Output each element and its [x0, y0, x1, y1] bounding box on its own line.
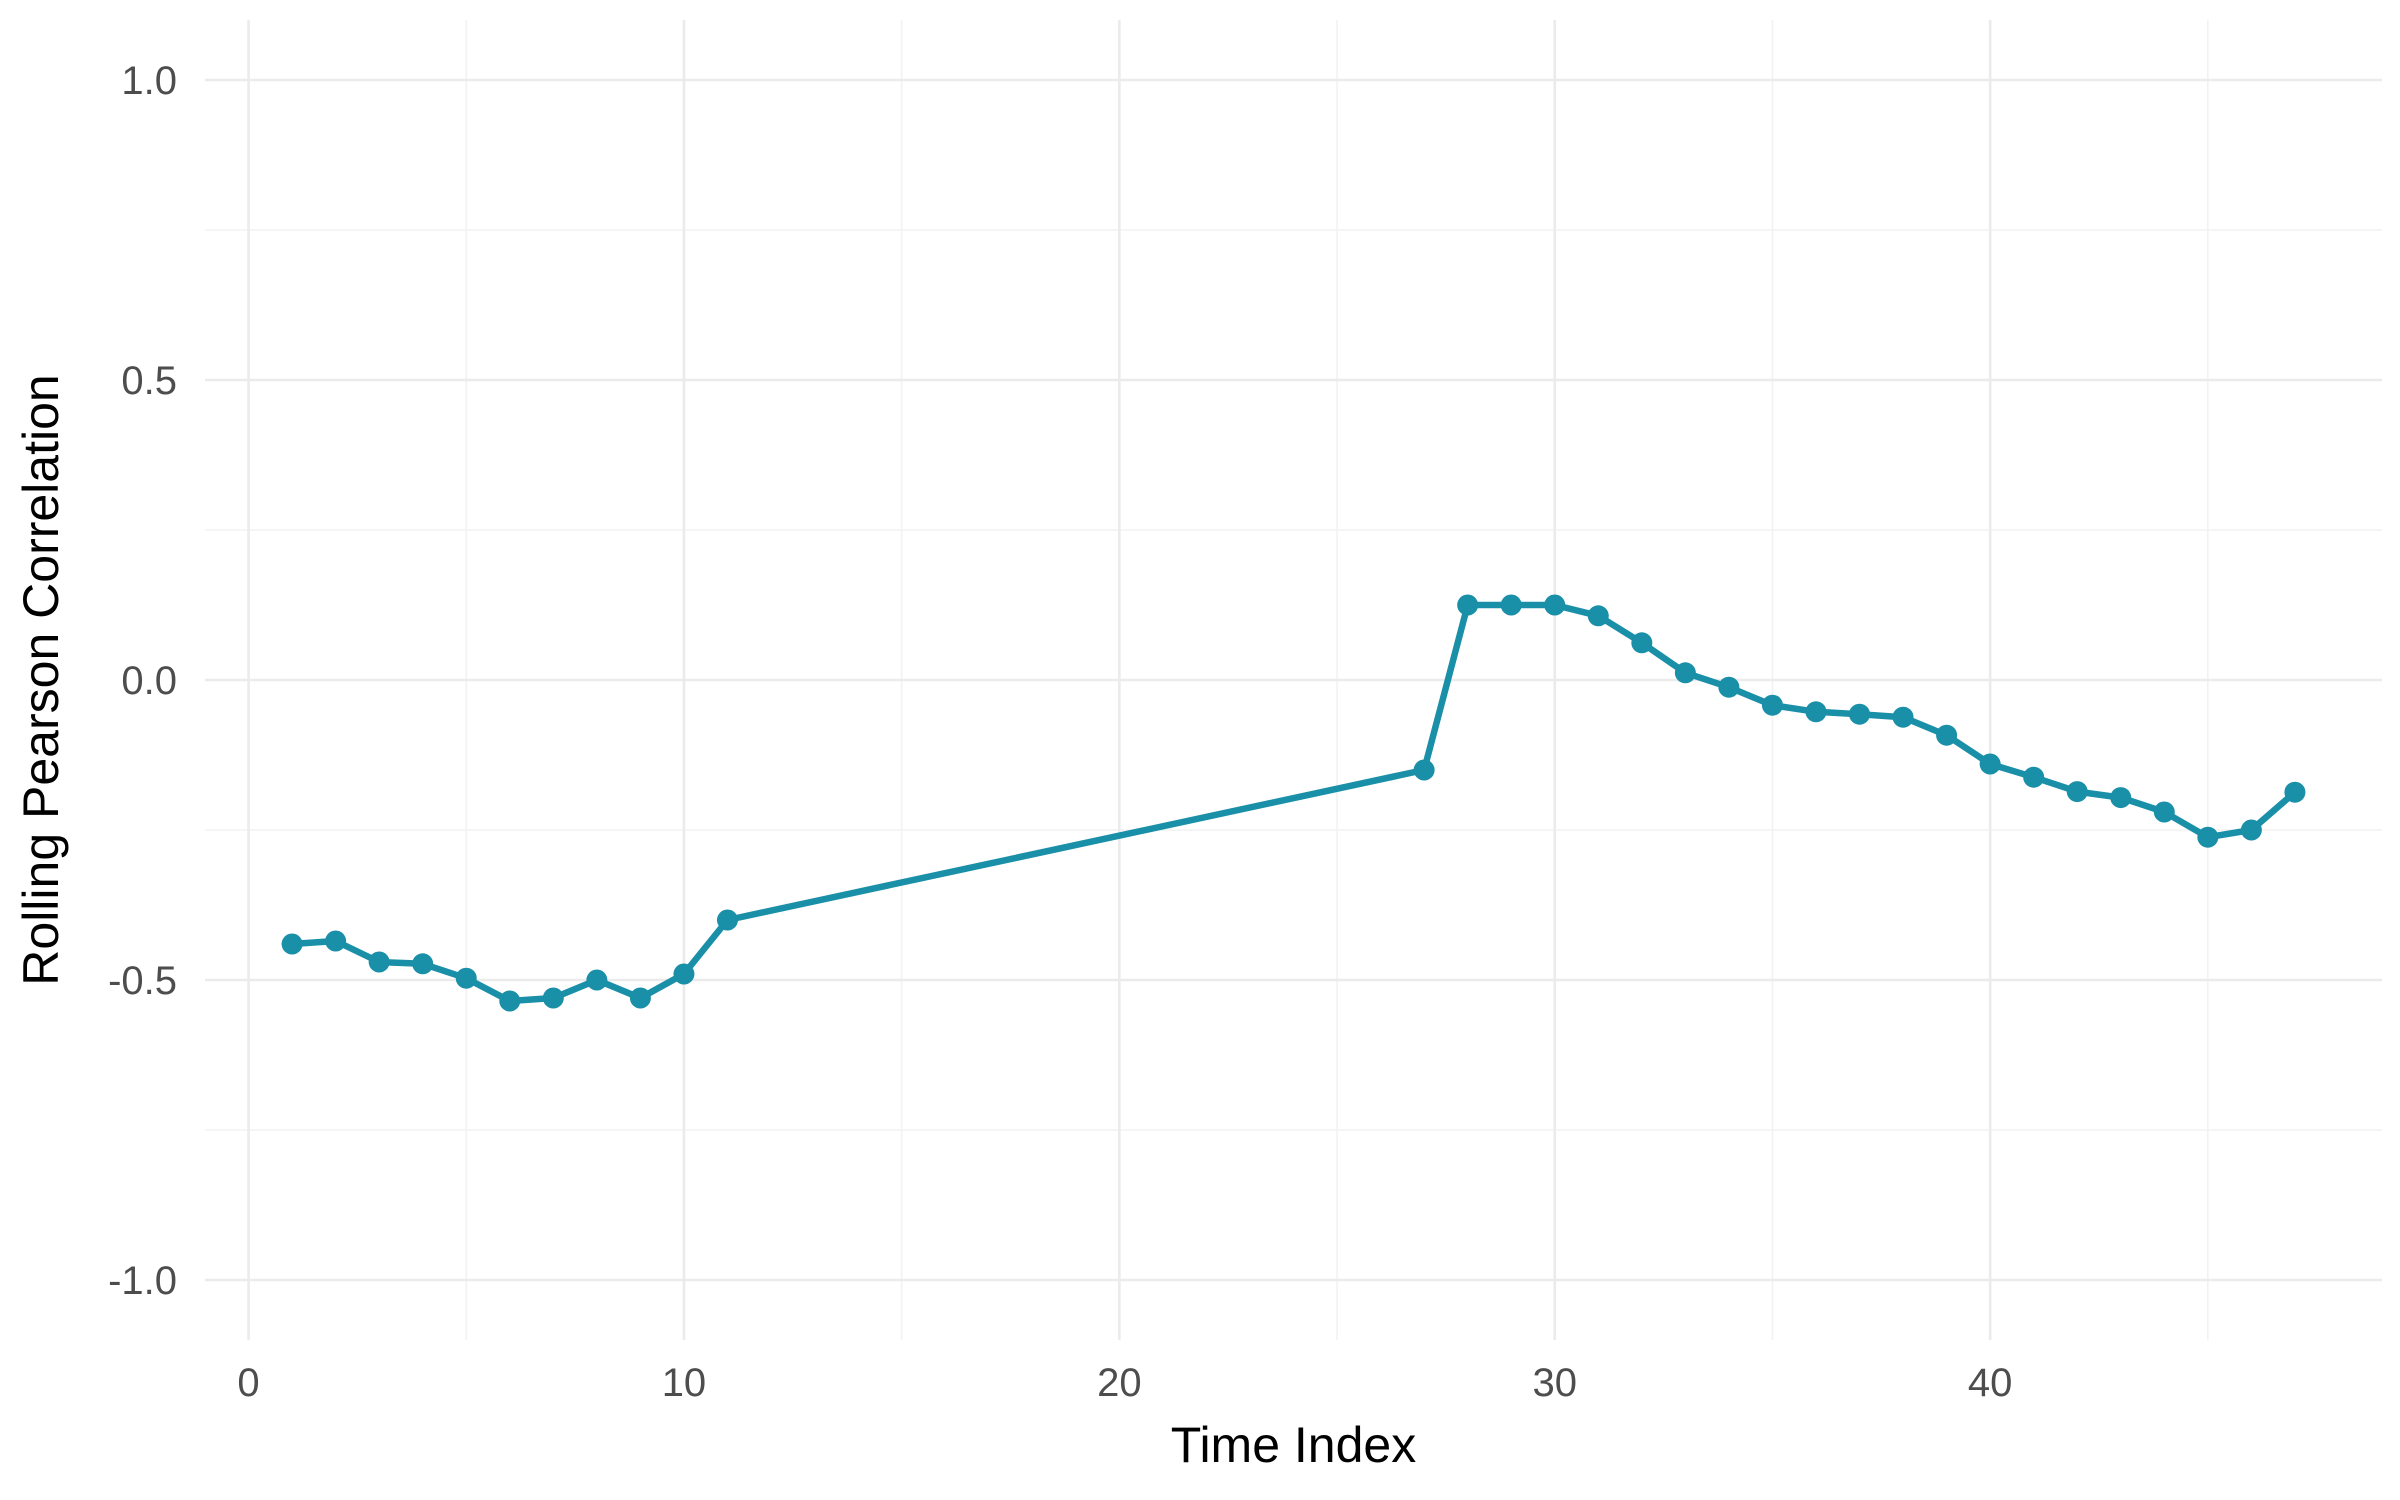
x-tick-label: 10	[662, 1361, 707, 1405]
data-point	[1936, 724, 1958, 746]
y-axis-tick-labels: -1.0 -0.5 0.0 0.5 1.0	[108, 59, 177, 1303]
x-tick-label: 40	[1968, 1361, 2013, 1405]
x-tick-label: 0	[237, 1361, 259, 1405]
y-tick-label: 0.0	[121, 659, 177, 703]
x-axis-tick-labels: 0 10 20 30 40	[237, 1361, 2012, 1405]
major-gridlines	[205, 20, 2382, 1340]
data-point	[629, 987, 651, 1009]
data-point	[716, 909, 738, 931]
y-tick-label: -1.0	[108, 1259, 177, 1303]
data-point	[281, 933, 303, 955]
data-point	[2066, 781, 2088, 803]
data-point	[2023, 766, 2045, 788]
data-point	[2240, 819, 2262, 841]
data-point	[2110, 787, 2132, 809]
data-point	[1805, 701, 1827, 723]
data-point	[2284, 781, 2306, 803]
data-point	[1761, 694, 1783, 716]
data-point	[1979, 753, 2001, 775]
data-point	[325, 930, 347, 952]
data-point	[368, 951, 390, 973]
y-tick-label: 1.0	[121, 59, 177, 103]
data-point	[1500, 594, 1522, 616]
data-point	[673, 963, 695, 985]
data-point	[586, 969, 608, 991]
data-point	[1457, 594, 1479, 616]
data-point	[455, 967, 477, 989]
y-tick-label: -0.5	[108, 959, 177, 1003]
y-tick-label: 0.5	[121, 359, 177, 403]
series-line	[288, 601, 2299, 1005]
x-axis-title: Time Index	[1171, 1417, 1416, 1473]
series-layer	[281, 594, 2306, 1012]
data-point	[2153, 801, 2175, 823]
data-point	[1849, 703, 1871, 725]
data-point	[542, 987, 564, 1009]
data-point	[1892, 706, 1914, 728]
data-point	[1587, 605, 1609, 627]
data-point	[1674, 662, 1696, 684]
data-point	[1718, 676, 1740, 698]
y-axis-title: Rolling Pearson Correlation	[13, 374, 69, 985]
x-tick-label: 30	[1532, 1361, 1577, 1405]
data-point	[499, 990, 521, 1012]
data-point	[1631, 632, 1653, 654]
data-point	[1413, 759, 1435, 781]
data-point	[2197, 826, 2219, 848]
data-point	[1544, 594, 1566, 616]
x-tick-label: 20	[1097, 1361, 1142, 1405]
data-point	[412, 953, 434, 975]
